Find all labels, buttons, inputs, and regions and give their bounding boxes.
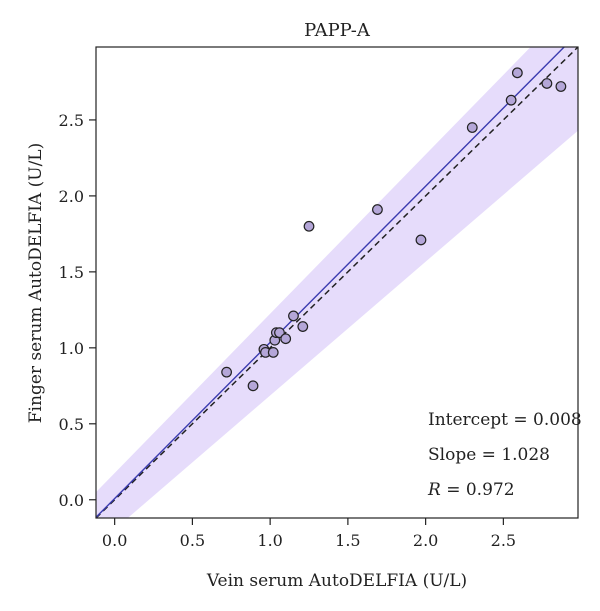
data-point bbox=[372, 204, 383, 215]
y-tick-label: 1.0 bbox=[59, 339, 84, 358]
x-axis-ticks: 0.0 0.5 1.0 1.5 2.0 2.5 bbox=[102, 518, 516, 550]
data-point bbox=[555, 81, 567, 92]
data-point bbox=[415, 234, 427, 246]
y-axis-label: Finger serum AutoDELFIA (U/L) bbox=[26, 143, 46, 423]
y-tick-label: 0.0 bbox=[59, 491, 84, 510]
x-tick-label: 1.0 bbox=[257, 531, 282, 550]
slope-stat: Slope = 1.028 bbox=[428, 445, 550, 465]
r-stat: R = 0.972 bbox=[427, 480, 515, 500]
data-point bbox=[541, 78, 553, 89]
identity-line bbox=[96, 47, 578, 518]
y-tick-label: 2.0 bbox=[59, 187, 84, 206]
y-tick-label: 2.5 bbox=[59, 111, 84, 130]
regression-line bbox=[96, 47, 566, 518]
x-tick-label: 1.5 bbox=[335, 531, 360, 550]
data-point bbox=[511, 67, 523, 79]
data-point bbox=[267, 346, 279, 358]
data-point bbox=[280, 333, 292, 345]
data-point bbox=[288, 310, 299, 322]
data-point bbox=[466, 122, 478, 133]
r-symbol: R bbox=[427, 480, 441, 500]
r-value: = 0.972 bbox=[441, 480, 515, 500]
x-tick-label: 0.0 bbox=[102, 531, 127, 550]
data-point bbox=[505, 94, 517, 106]
data-point bbox=[297, 321, 309, 332]
x-tick-label: 0.5 bbox=[180, 531, 205, 550]
plot-frame bbox=[95, 46, 579, 519]
x-axis-label: Vein serum AutoDELFIA (U/L) bbox=[206, 571, 467, 591]
data-point bbox=[303, 220, 315, 232]
x-tick-label: 2.5 bbox=[491, 531, 516, 550]
data-point bbox=[247, 380, 259, 392]
plot-area bbox=[96, 47, 578, 518]
x-tick-label: 2.0 bbox=[413, 531, 438, 550]
chart-title: PAPP-A bbox=[304, 20, 371, 41]
intercept-stat: Intercept = 0.008 bbox=[428, 410, 582, 430]
y-axis-ticks: 0.0 0.5 1.0 1.5 2.0 2.5 bbox=[59, 111, 96, 510]
data-point bbox=[221, 366, 233, 378]
stats-box: Intercept = 0.008 Slope = 1.028 R = 0.97… bbox=[427, 410, 582, 500]
y-tick-label: 0.5 bbox=[59, 415, 84, 434]
y-tick-label: 1.5 bbox=[59, 263, 84, 282]
data-points bbox=[221, 67, 567, 392]
